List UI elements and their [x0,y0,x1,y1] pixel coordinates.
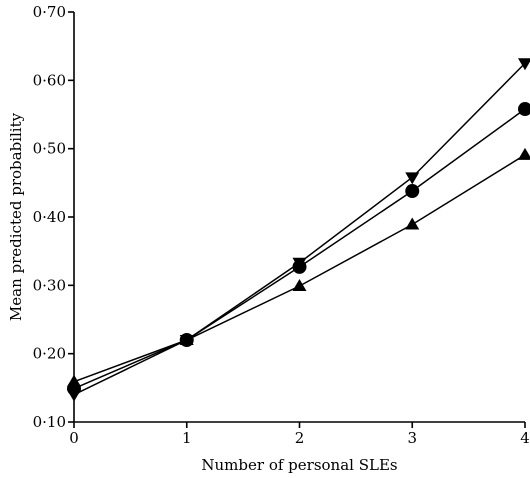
circle-marker [405,184,420,199]
x-tick-label: 0 [69,429,79,447]
y-tick-label: 0·50 [33,140,66,158]
triangle-down-marker [405,172,420,185]
triangle-up-marker [518,147,530,160]
series-triangle-down [67,58,530,402]
y-tick-label: 0·10 [33,413,66,431]
y-tick-label: 0·20 [33,345,66,363]
y-axis-title: Mean predicted probability [7,112,25,321]
y-tick-label: 0·70 [33,3,66,21]
y-tick-label: 0·60 [33,71,66,89]
x-axis: 0 1 2 3 4 [69,421,530,447]
x-tick-label: 3 [407,429,417,447]
circle-marker [518,102,530,117]
series-group [67,58,530,402]
x-tick-label: 1 [182,429,192,447]
triangle-up-marker [292,279,307,292]
series-triangle-up [67,147,530,387]
x-tick-label: 2 [295,429,305,447]
series-circle [67,102,530,396]
y-axis: 0·10 0·20 0·30 0·40 0·50 0·60 0·70 [33,3,75,431]
y-tick-label: 0·40 [33,208,66,226]
triangle-down-marker [518,58,530,71]
x-ticks: 0 1 2 3 4 [69,422,530,447]
y-ticks: 0·10 0·20 0·30 0·40 0·50 0·60 0·70 [33,3,74,431]
series-line [73,62,526,396]
triangle-up-marker [179,333,194,345]
x-axis-title: Number of personal SLEs [201,456,397,474]
triangle-up-marker [405,217,420,230]
triangle-up-marker [67,374,81,387]
x-tick-label: 4 [520,429,530,447]
circle-marker [292,259,307,274]
series-line [73,108,526,390]
y-tick-label: 0·30 [33,276,66,294]
